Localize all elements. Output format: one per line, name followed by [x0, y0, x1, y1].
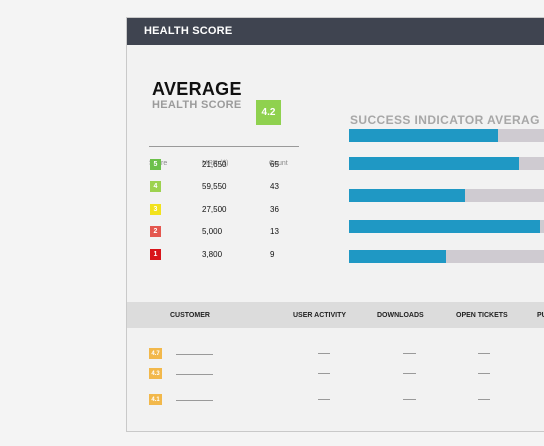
card-header: HEALTH SCORE	[127, 18, 544, 45]
indicator-bar-fill	[349, 250, 446, 263]
score-badge: 4	[150, 181, 161, 192]
mrr-column-header: MRR ($)	[202, 160, 229, 167]
mrr-value: 27,500	[202, 205, 227, 214]
indicator-bar	[349, 157, 544, 170]
open-tickets-placeholder	[478, 373, 490, 374]
indicator-bar	[349, 220, 544, 233]
card-title: HEALTH SCORE	[144, 25, 233, 37]
score-badge: 5	[150, 159, 161, 170]
score-row: 4 59,550 43	[127, 181, 427, 197]
indicator-bar	[349, 250, 544, 263]
success-indicator-title: SUCCESS INDICATOR AVERAG	[350, 113, 540, 127]
indicator-bar-fill	[349, 189, 465, 202]
column-open-tickets[interactable]: OPEN TICKETS	[456, 312, 508, 319]
count-value: 36	[270, 205, 279, 214]
score-badge: 1	[150, 249, 161, 260]
customer-score-badge: 4.7	[149, 348, 162, 359]
count-column-header: Count	[269, 160, 288, 167]
user-activity-placeholder	[318, 353, 330, 354]
average-score-badge: 4.2	[256, 100, 281, 125]
mrr-value: 59,550	[202, 182, 227, 191]
downloads-placeholder	[403, 373, 416, 374]
open-tickets-placeholder	[478, 399, 490, 400]
customer-name-placeholder	[176, 354, 213, 355]
customer-name-placeholder	[176, 374, 213, 375]
column-user-activity[interactable]: USER ACTIVITY	[293, 312, 347, 319]
table-row[interactable]: 4.7	[127, 348, 544, 362]
customer-score-badge: 4.1	[149, 394, 162, 405]
mrr-value: 3,800	[202, 250, 223, 259]
score-row: 3 27,500 36	[127, 204, 427, 220]
column-downloads[interactable]: DOWNLOADS	[377, 312, 424, 319]
score-badge: 2	[150, 226, 161, 237]
mrr-value: 5,000	[202, 227, 223, 236]
indicator-bar-fill	[349, 220, 541, 233]
customer-score-badge: 4.3	[149, 368, 162, 379]
user-activity-placeholder	[318, 399, 330, 400]
count-value: 13	[270, 227, 279, 236]
indicator-bar	[349, 129, 544, 142]
table-row[interactable]: 4.3	[127, 368, 544, 382]
column-customer[interactable]: CUSTOMER	[170, 312, 210, 319]
customer-name-placeholder	[176, 400, 213, 401]
indicator-bar-fill	[349, 157, 520, 170]
downloads-placeholder	[403, 353, 416, 354]
column-pu[interactable]: PU	[537, 312, 544, 319]
score-badge: 3	[150, 204, 161, 215]
customer-table-header: CUSTOMER USER ACTIVITY DOWNLOADS OPEN TI…	[127, 302, 544, 328]
downloads-placeholder	[403, 399, 416, 400]
count-value: 65	[270, 160, 279, 169]
score-table-divider	[149, 146, 299, 147]
average-subtitle: HEALTH SCORE	[152, 99, 242, 111]
average-title: AVERAGE	[152, 79, 242, 99]
indicator-bar	[349, 189, 544, 202]
health-score-card: HEALTH SCORE AVERAGE HEALTH SCORE 4.2 Sc…	[126, 17, 544, 432]
open-tickets-placeholder	[478, 353, 490, 354]
indicator-bar-fill	[349, 129, 499, 142]
user-activity-placeholder	[318, 373, 330, 374]
score-row: 1 3,800 9	[127, 249, 427, 265]
mrr-value: 21,650	[202, 160, 227, 169]
score-row: 2 5,000 13	[127, 226, 427, 242]
score-row: 5 21,650 65	[127, 159, 427, 175]
count-value: 9	[270, 250, 275, 259]
count-value: 43	[270, 182, 279, 191]
table-row[interactable]: 4.1	[127, 394, 544, 408]
